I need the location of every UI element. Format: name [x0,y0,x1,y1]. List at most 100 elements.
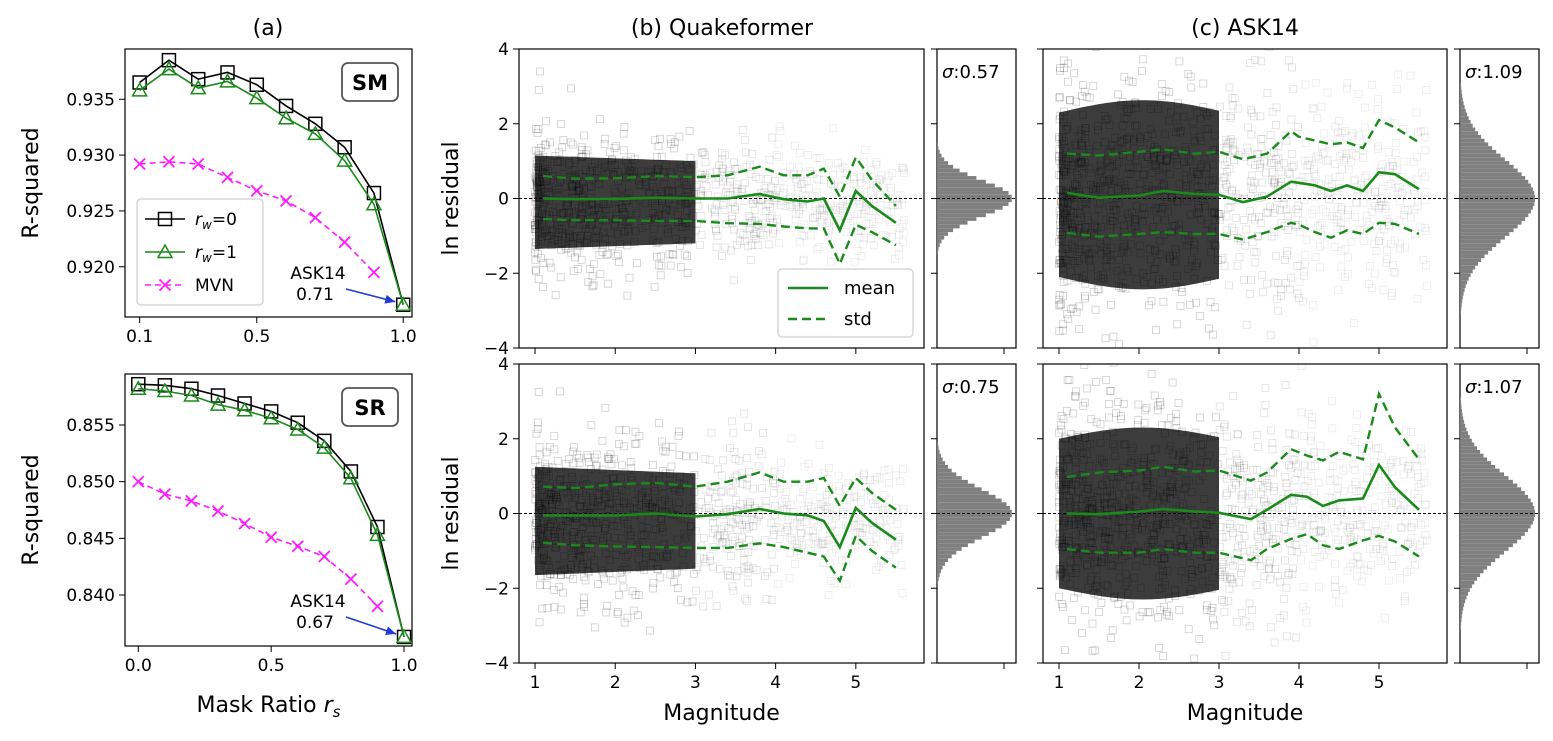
residual-point [1177,491,1185,500]
residual-point [1181,575,1189,584]
residual-point [531,265,540,274]
annotation-value: 0.71 [296,285,334,305]
residual-point [1403,465,1412,474]
residual-point [1192,209,1201,218]
residual-point [887,187,895,196]
x-marker [318,550,331,563]
residual-point [1263,279,1272,288]
residual-point [1091,185,1100,194]
residual-point [720,531,728,539]
residual-point [630,439,639,448]
residual-point [1216,215,1224,224]
residual-point [1126,153,1135,162]
residual-point [1260,158,1269,167]
residual-point [1172,417,1180,426]
residual-point [1133,421,1142,429]
residual-point [1287,273,1295,282]
residual-point [545,526,554,535]
residual-point [1086,504,1095,512]
residual-point [1082,200,1091,208]
residual-point [1256,521,1265,529]
residual-point [1310,206,1319,214]
residual-point [542,467,551,476]
residual-point [1067,305,1075,313]
residual-point [1381,205,1389,214]
residual-point [1148,493,1157,501]
residual-point [1059,320,1067,329]
residual-point [1175,179,1184,188]
residual-point [758,484,766,493]
residual-point [1187,83,1196,92]
residual-point [542,181,551,190]
residual-point [1365,262,1374,270]
residual-point [1109,142,1118,150]
residual-point [1211,208,1219,217]
residual-point [585,458,593,466]
residual-point [568,472,576,481]
residual-point [620,516,628,524]
residual-point [872,160,881,169]
residual-point [576,552,584,561]
residual-point [1201,336,1208,343]
residual-point [595,250,604,259]
residual-point [557,571,565,579]
residual-point [1296,261,1305,270]
residual-point [1336,507,1345,516]
residual-point [1084,477,1093,486]
x-marker [291,540,304,553]
residual-point [1165,116,1173,125]
residual-point [819,204,828,213]
residual-point [1097,166,1106,174]
residual-point [1368,80,1376,89]
residual-point [1371,187,1379,196]
histogram-bar [1460,101,1464,106]
residual-point [611,188,620,197]
residual-point [1156,250,1165,259]
residual-point [1128,459,1137,467]
residual-point [812,211,821,219]
residual-point [1118,146,1127,155]
residual-point [593,525,602,534]
residual-point [578,204,587,213]
residual-point [804,498,813,506]
residual-point [594,580,603,588]
residual-point [538,556,546,564]
x-marker [265,531,278,544]
residual-point [1079,528,1088,536]
residual-point [1265,559,1274,568]
residual-point [701,455,710,463]
residual-point [539,532,548,541]
residual-point [1258,271,1266,280]
residual-point [1147,297,1156,306]
residual-point [1215,402,1224,411]
residual-point [808,508,817,516]
residual-point [1201,531,1210,539]
residual-point [1260,497,1269,506]
residual-point [584,277,593,286]
residual-point [613,522,622,531]
residual-point [577,153,585,162]
residual-point [743,481,751,490]
residual-point [1060,486,1069,495]
x-axis-label: Magnitude [1187,701,1304,726]
residual-point [738,533,747,542]
residual-point [1267,158,1276,167]
residual-point [602,608,611,617]
residual-point [1181,235,1189,244]
residual-point [813,188,822,197]
residual-point [532,518,540,527]
residual-point [1123,578,1132,587]
residual-point [1061,435,1070,444]
residual-point [653,153,661,161]
residual-point [607,460,616,469]
residual-point [1123,506,1132,515]
residual-point [1260,475,1269,484]
residual-point [1153,215,1161,224]
residual-point [1085,93,1094,102]
residual-point [743,524,752,533]
residual-point [1155,155,1164,164]
residual-point [757,196,765,204]
residual-point [1235,464,1244,472]
residual-point [531,219,540,227]
histogram-bar [937,157,945,162]
